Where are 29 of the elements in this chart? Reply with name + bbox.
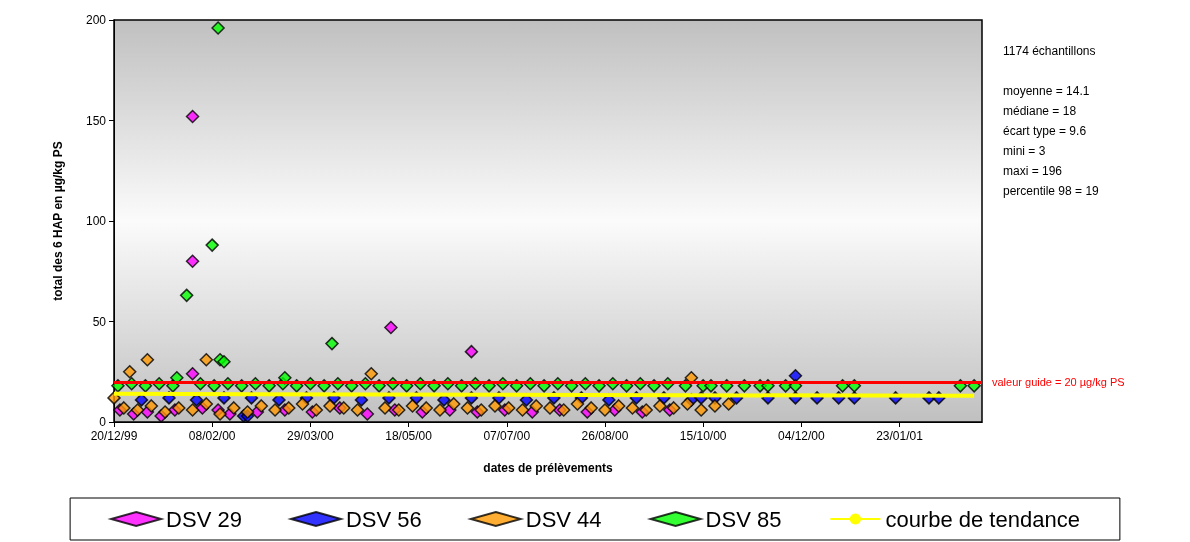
text: mini = 3 — [1003, 144, 1046, 158]
y-tick-label: 50 — [92, 314, 107, 329]
legend-label: DSV 85 — [705, 506, 782, 532]
x-tick-label: 04/12/00 — [777, 429, 826, 443]
x-tick-label: 29/03/00 — [287, 429, 335, 443]
legend-label: courbe de tendance — [885, 506, 1080, 532]
x-tick-label: 08/02/00 — [188, 429, 236, 443]
x-axis-title: dates de prélèvements — [483, 461, 614, 475]
y-tick-label: 150 — [85, 113, 107, 128]
y-tick-label: 0 — [99, 415, 107, 429]
x-tick-label: 15/10/00 — [679, 429, 727, 443]
y-tick-label: 200 — [85, 13, 107, 27]
text: 1174 échantillons — [1003, 44, 1096, 58]
text: écart type = 9.6 — [1003, 124, 1087, 138]
x-tick-label: 07/07/00 — [483, 429, 531, 443]
text: médiane = 18 — [1003, 104, 1077, 118]
x-tick-label: 18/05/00 — [385, 429, 433, 443]
text: maxi = 196 — [1003, 164, 1063, 178]
y-tick-label: 100 — [85, 214, 107, 228]
text: moyenne = 14.1 — [1003, 84, 1090, 98]
legend-label: DSV 56 — [345, 506, 422, 532]
x-tick-label: 20/12/99 — [90, 429, 138, 443]
x-tick-label: 26/08/00 — [581, 429, 629, 443]
ref-line-label: valeur guide = 20 µg/kg PS — [992, 375, 1125, 388]
x-tick-label: 23/01/01 — [876, 429, 924, 443]
legend-label: DSV 44 — [525, 506, 602, 532]
text: percentile 98 = 19 — [1003, 184, 1100, 198]
legend-label: DSV 29 — [166, 506, 242, 532]
y-axis-title: total des 6 HAP en µg/kg PS — [51, 141, 65, 301]
